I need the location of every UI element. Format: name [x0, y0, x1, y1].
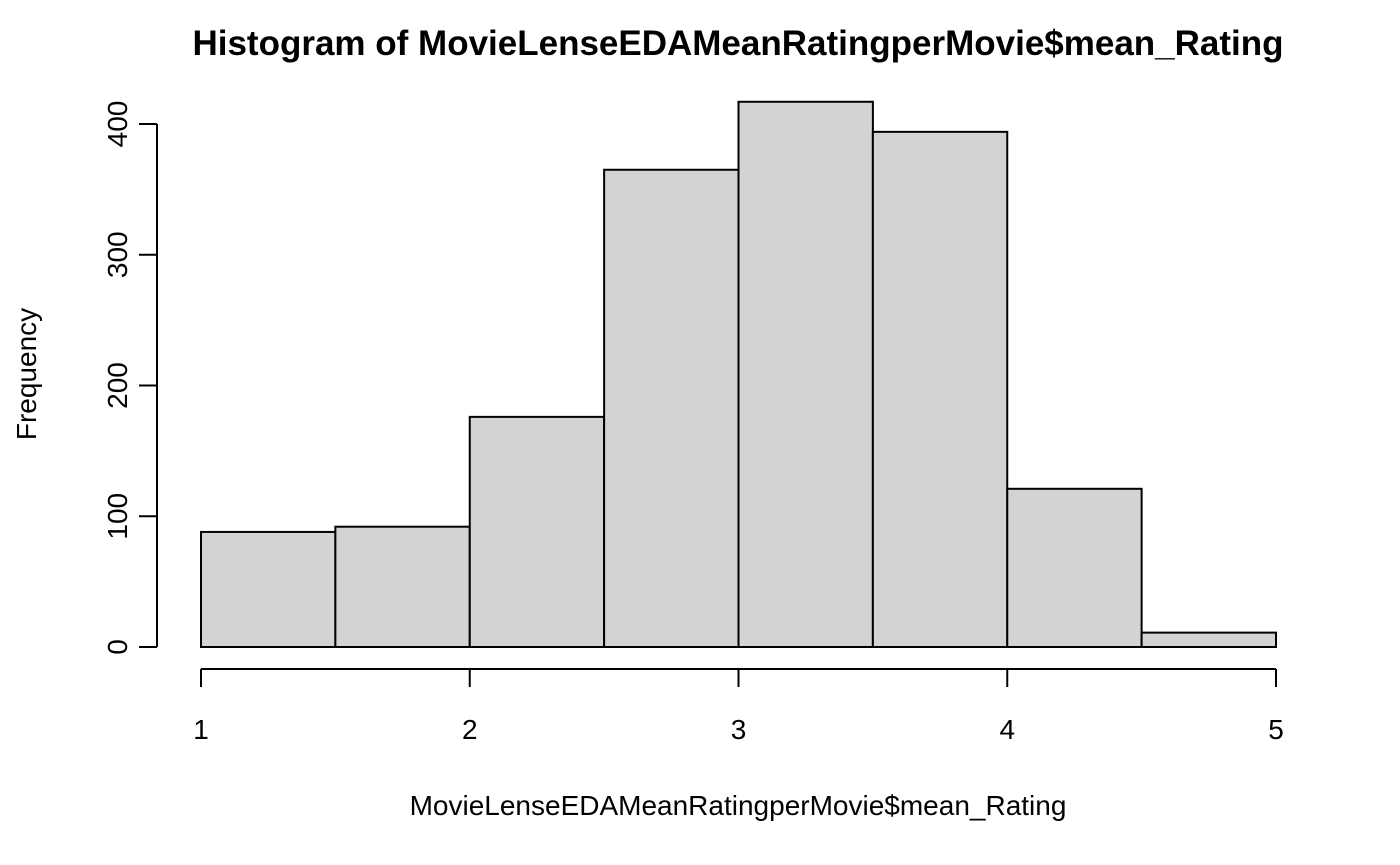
x-tick-label: 4	[999, 714, 1015, 745]
histogram-bar	[200, 530, 337, 648]
x-tick-label: 2	[462, 714, 478, 745]
histogram-bar	[1006, 487, 1143, 649]
x-axis: 1 2 3 4 5	[193, 668, 1284, 745]
histogram-bar	[871, 130, 1009, 649]
histogram-bars	[200, 100, 1277, 649]
chart-title: Histogram of MovieLenseEDAMeanRatingperM…	[192, 24, 1283, 63]
y-tick-label: 100	[102, 493, 133, 540]
histogram-bar	[737, 100, 874, 648]
histogram-bar	[1140, 631, 1277, 648]
histogram-bar	[334, 525, 471, 649]
x-tick-label: 1	[193, 714, 209, 745]
x-tick-label: 5	[1268, 714, 1284, 745]
y-tick-label: 300	[102, 231, 133, 278]
histogram-bar	[468, 415, 606, 648]
x-tick-label: 3	[731, 714, 747, 745]
y-tick-label: 200	[102, 362, 133, 409]
y-axis: 0 100 200 300 400	[102, 101, 158, 655]
y-tick-label: 0	[102, 639, 133, 655]
y-axis-label: Frequency	[11, 308, 42, 440]
x-axis-label: MovieLenseEDAMeanRatingperMovie$mean_Rat…	[410, 790, 1067, 821]
y-tick-label: 400	[102, 101, 133, 148]
histogram-bar	[603, 168, 740, 648]
